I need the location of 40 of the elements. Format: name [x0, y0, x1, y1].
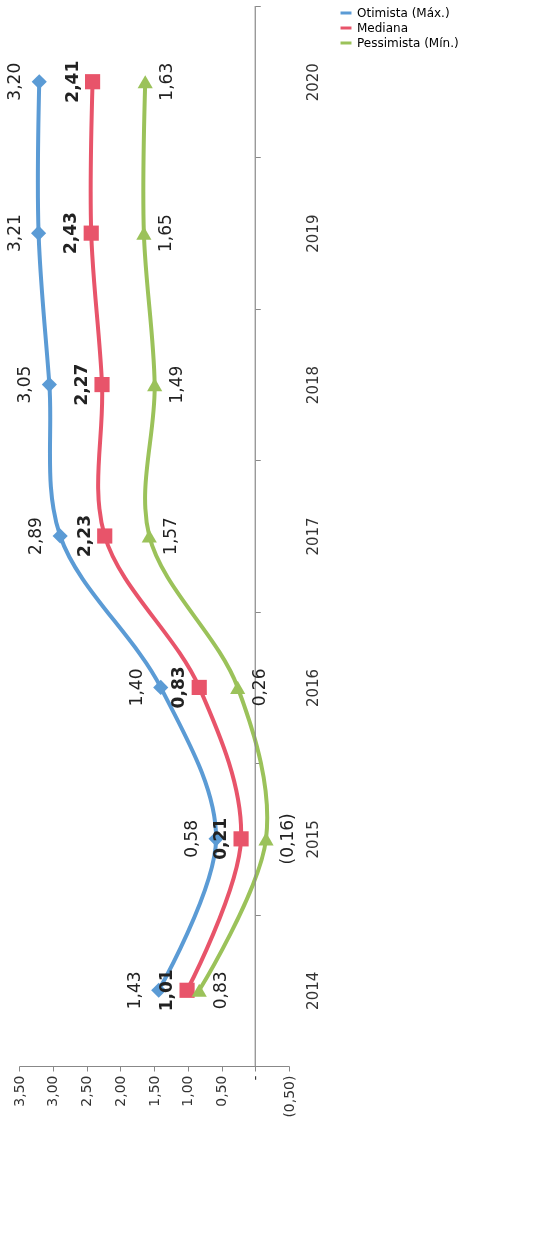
data-label: 2,43 [60, 212, 81, 255]
data-label: 2,23 [73, 515, 94, 557]
y-tick-label: 2019 [303, 214, 322, 253]
data-label: 1,01 [156, 969, 177, 1012]
data-label: 0,83 [210, 971, 231, 1010]
x-tick-label: 2,00 [111, 1075, 128, 1107]
y-tick-label: 2020 [303, 63, 322, 102]
y-tick-label: 2017 [303, 517, 322, 556]
data-label: 3,21 [3, 214, 24, 253]
data-label: 0,83 [168, 666, 189, 709]
data-label: 1,49 [165, 365, 186, 404]
y-tick-label: 2016 [303, 668, 322, 708]
data-label: 0,21 [210, 817, 231, 860]
x-tick-label: 0,50 [213, 1075, 229, 1107]
data-label: 2,41 [61, 60, 82, 103]
data-label: 3,05 [14, 365, 35, 404]
x-tick-label: 3,50 [10, 1075, 27, 1107]
data-label: 1,40 [125, 668, 146, 707]
data-label: (0,16) [277, 813, 298, 865]
x-tick-label: - [246, 1075, 263, 1081]
y-tick-label: 2018 [303, 365, 322, 405]
y-tick-label: 2014 [303, 971, 322, 1010]
legend-label: Mediana [357, 21, 408, 35]
legend-label: Otimista (Máx.) [357, 6, 450, 20]
legend-label: Pessimista (Mín.) [357, 36, 459, 50]
data-label: 3,20 [4, 62, 25, 101]
x-tick-label: 1,00 [179, 1075, 196, 1107]
data-label: 1,43 [123, 971, 144, 1010]
x-tick-label: 1,50 [145, 1075, 162, 1107]
data-label: 2,89 [25, 517, 46, 555]
data-label: 0,58 [181, 819, 202, 858]
x-tick-label: 2,50 [78, 1075, 94, 1107]
x-tick-label: 3,00 [44, 1075, 61, 1107]
data-label: 1,57 [160, 517, 181, 555]
data-label: 0,26 [248, 668, 269, 707]
data-label: 1,63 [156, 62, 177, 101]
data-label: 1,65 [154, 214, 175, 253]
data-label: 2,27 [71, 363, 92, 406]
x-tick-label: (0,50) [280, 1075, 297, 1118]
y-tick-label: 2015 [303, 820, 322, 859]
